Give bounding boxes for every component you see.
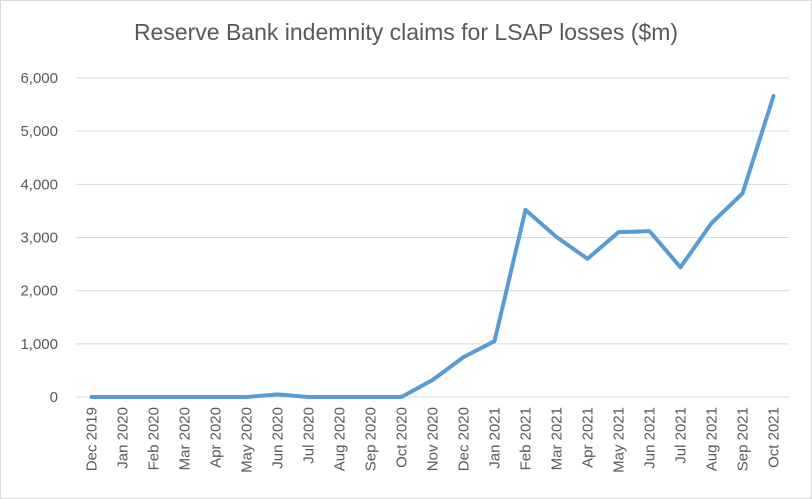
x-tick-label: Aug 2020 [332, 407, 349, 471]
x-tick-label: Jul 2021 [673, 407, 690, 464]
x-tick-label: Mar 2021 [549, 407, 566, 470]
x-tick-label: Mar 2020 [177, 407, 194, 470]
y-tick-label: 1,000 [20, 336, 58, 353]
x-tick-label: Sep 2021 [735, 407, 752, 471]
x-tick-label: Nov 2020 [425, 407, 442, 471]
x-tick-label: Feb 2020 [146, 407, 163, 470]
y-tick-label: 5,000 [20, 123, 58, 140]
x-tick-label: Apr 2020 [208, 407, 225, 468]
y-tick-label: 3,000 [20, 230, 58, 247]
x-tick-label: Jul 2020 [301, 407, 318, 464]
x-tick-label: Apr 2021 [580, 407, 597, 468]
y-tick-label: 6,000 [20, 70, 58, 87]
data-line [89, 94, 776, 399]
x-tick-label: Feb 2021 [518, 407, 535, 470]
x-tick-label: Dec 2019 [84, 407, 101, 471]
x-tick-label: Jan 2021 [487, 407, 504, 469]
x-tick-label: Oct 2021 [766, 407, 783, 468]
x-tick-label: Jun 2020 [270, 407, 287, 469]
chart-title: Reserve Bank indemnity claims for LSAP l… [134, 19, 678, 45]
x-tick-label: Dec 2020 [456, 407, 473, 471]
x-tick-label: Oct 2020 [394, 407, 411, 468]
y-tick-label: 2,000 [20, 283, 58, 300]
x-tick-label: Aug 2021 [704, 407, 721, 471]
y-tick-label: 0 [50, 389, 58, 406]
x-tick-label: Sep 2020 [363, 407, 380, 471]
y-tick-label: 4,000 [20, 176, 58, 193]
x-tick-label: Jun 2021 [642, 407, 659, 469]
x-tick-label: May 2021 [611, 407, 628, 473]
x-tick-label: Jan 2020 [115, 407, 132, 469]
x-tick-label: May 2020 [239, 407, 256, 473]
